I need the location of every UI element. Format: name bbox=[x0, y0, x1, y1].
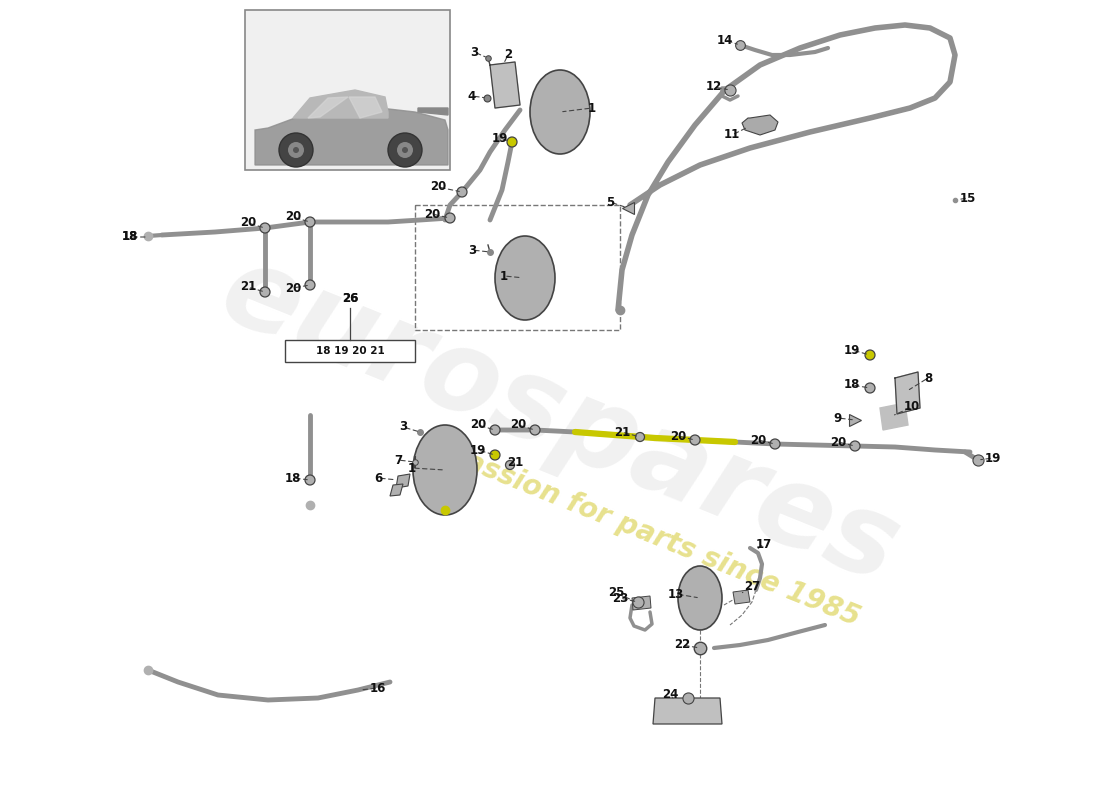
Text: 26: 26 bbox=[342, 291, 359, 305]
Text: 20: 20 bbox=[240, 217, 256, 230]
Text: 26: 26 bbox=[342, 291, 359, 305]
Text: 2: 2 bbox=[504, 49, 513, 62]
Text: 6: 6 bbox=[374, 471, 382, 485]
Circle shape bbox=[865, 383, 874, 393]
Text: 18: 18 bbox=[122, 230, 139, 243]
Text: 19: 19 bbox=[470, 443, 486, 457]
Text: 15: 15 bbox=[960, 191, 976, 205]
Text: eurospares: eurospares bbox=[206, 234, 914, 606]
Polygon shape bbox=[653, 698, 722, 724]
Circle shape bbox=[288, 142, 304, 158]
Text: 27: 27 bbox=[744, 581, 760, 594]
Bar bbox=[245, 10, 450, 170]
Circle shape bbox=[850, 441, 860, 451]
Text: 21: 21 bbox=[614, 426, 630, 438]
Text: 9: 9 bbox=[834, 411, 843, 425]
Ellipse shape bbox=[495, 236, 556, 320]
Text: 20: 20 bbox=[470, 418, 486, 431]
Text: 1: 1 bbox=[499, 270, 508, 282]
Text: 20: 20 bbox=[829, 435, 846, 449]
Text: 7: 7 bbox=[394, 454, 403, 466]
Text: 19: 19 bbox=[844, 343, 860, 357]
Polygon shape bbox=[733, 590, 750, 604]
Ellipse shape bbox=[412, 425, 477, 515]
Circle shape bbox=[279, 133, 313, 167]
Polygon shape bbox=[418, 108, 448, 115]
Text: 3: 3 bbox=[399, 421, 407, 434]
Polygon shape bbox=[308, 97, 348, 118]
Circle shape bbox=[506, 461, 515, 470]
Text: 18: 18 bbox=[122, 230, 139, 243]
Text: 20: 20 bbox=[424, 207, 440, 221]
Text: 18 19 20 21: 18 19 20 21 bbox=[316, 346, 384, 356]
Text: 12: 12 bbox=[706, 81, 722, 94]
Ellipse shape bbox=[678, 566, 722, 630]
Circle shape bbox=[388, 133, 422, 167]
Text: a passion for parts since 1985: a passion for parts since 1985 bbox=[416, 429, 864, 631]
Text: 21: 21 bbox=[240, 281, 256, 294]
Text: 25: 25 bbox=[608, 586, 624, 599]
Text: 24: 24 bbox=[662, 689, 679, 702]
Polygon shape bbox=[490, 62, 520, 108]
Circle shape bbox=[636, 433, 645, 442]
Text: 4: 4 bbox=[468, 90, 476, 102]
Text: 22: 22 bbox=[674, 638, 690, 651]
Text: 8: 8 bbox=[924, 371, 932, 385]
Bar bbox=[285, 340, 415, 362]
Circle shape bbox=[490, 450, 500, 460]
Text: 13: 13 bbox=[668, 587, 684, 601]
Circle shape bbox=[865, 350, 874, 360]
Polygon shape bbox=[632, 596, 651, 610]
Text: 5: 5 bbox=[606, 195, 614, 209]
Ellipse shape bbox=[530, 70, 590, 154]
Circle shape bbox=[456, 187, 468, 197]
Polygon shape bbox=[349, 97, 382, 118]
Text: 20: 20 bbox=[285, 282, 301, 294]
Text: 3: 3 bbox=[470, 46, 478, 58]
Text: 20: 20 bbox=[750, 434, 766, 446]
Polygon shape bbox=[880, 403, 907, 430]
Polygon shape bbox=[390, 484, 403, 496]
Text: 18: 18 bbox=[285, 471, 301, 485]
Circle shape bbox=[397, 142, 412, 158]
Circle shape bbox=[305, 280, 315, 290]
Text: 20: 20 bbox=[285, 210, 301, 223]
Text: 17: 17 bbox=[756, 538, 772, 550]
Circle shape bbox=[293, 147, 299, 153]
Circle shape bbox=[402, 147, 408, 153]
Circle shape bbox=[490, 425, 500, 435]
Circle shape bbox=[446, 213, 455, 223]
Circle shape bbox=[507, 137, 517, 147]
Circle shape bbox=[260, 223, 270, 233]
Polygon shape bbox=[895, 372, 920, 414]
Polygon shape bbox=[293, 90, 388, 118]
Text: 14: 14 bbox=[717, 34, 734, 46]
Text: 19: 19 bbox=[492, 131, 508, 145]
Polygon shape bbox=[742, 115, 778, 135]
Text: 16: 16 bbox=[370, 682, 386, 694]
Circle shape bbox=[530, 425, 540, 435]
Polygon shape bbox=[255, 108, 448, 165]
Text: 19: 19 bbox=[984, 451, 1001, 465]
Text: 20: 20 bbox=[670, 430, 686, 442]
Text: 20: 20 bbox=[430, 181, 447, 194]
Text: 1: 1 bbox=[587, 102, 596, 114]
Circle shape bbox=[260, 287, 270, 297]
Text: 20: 20 bbox=[510, 418, 526, 431]
Circle shape bbox=[770, 439, 780, 449]
Circle shape bbox=[690, 435, 700, 445]
Text: 18: 18 bbox=[844, 378, 860, 391]
Circle shape bbox=[305, 475, 315, 485]
Text: 21: 21 bbox=[507, 455, 524, 469]
Circle shape bbox=[305, 217, 315, 227]
Text: 1: 1 bbox=[408, 462, 416, 474]
Text: 10: 10 bbox=[904, 401, 920, 414]
Text: 3: 3 bbox=[468, 243, 476, 257]
Text: 11: 11 bbox=[724, 129, 740, 142]
Polygon shape bbox=[396, 474, 410, 488]
Text: 23: 23 bbox=[612, 591, 628, 605]
